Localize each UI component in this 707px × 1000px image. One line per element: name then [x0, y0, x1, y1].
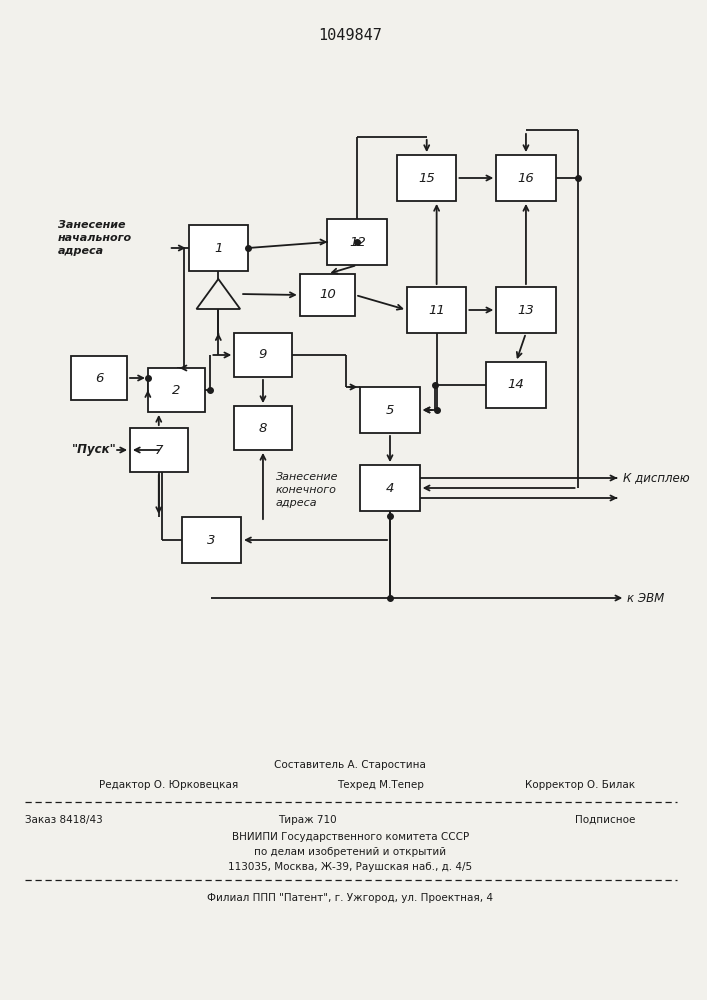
- Text: 113035, Москва, Ж-39, Раушская наб., д. 4/5: 113035, Москва, Ж-39, Раушская наб., д. …: [228, 862, 472, 872]
- Text: Техред М.Тепер: Техред М.Тепер: [337, 780, 424, 790]
- Bar: [148, 368, 206, 412]
- Text: 2: 2: [173, 383, 181, 396]
- Text: 1049847: 1049847: [318, 27, 382, 42]
- Text: Составитель А. Старостина: Составитель А. Старостина: [274, 760, 426, 770]
- Text: 10: 10: [319, 288, 336, 302]
- Bar: [496, 287, 556, 333]
- Text: 9: 9: [259, 349, 267, 361]
- Text: 7: 7: [155, 444, 163, 456]
- Bar: [486, 362, 546, 408]
- Bar: [300, 274, 355, 316]
- Text: Занесение
конечного
адреса: Занесение конечного адреса: [276, 472, 339, 508]
- Text: Корректор О. Билак: Корректор О. Билак: [525, 780, 635, 790]
- Bar: [130, 428, 187, 472]
- Text: 11: 11: [428, 304, 445, 316]
- Text: Занесение
начального
адреса: Занесение начального адреса: [57, 220, 132, 256]
- Text: К дисплею: К дисплею: [623, 472, 690, 485]
- Text: "Пуск": "Пуск": [71, 444, 116, 456]
- Text: 15: 15: [419, 172, 435, 184]
- Bar: [71, 356, 127, 400]
- Text: 13: 13: [518, 304, 534, 316]
- Text: к ЭВМ: к ЭВМ: [627, 591, 665, 604]
- Bar: [397, 155, 457, 201]
- Bar: [189, 225, 248, 271]
- Bar: [182, 517, 241, 563]
- Text: 16: 16: [518, 172, 534, 184]
- Text: Заказ 8418/43: Заказ 8418/43: [25, 815, 103, 825]
- Text: 4: 4: [386, 482, 395, 494]
- Bar: [361, 387, 420, 433]
- Bar: [327, 219, 387, 265]
- Bar: [234, 406, 292, 450]
- Text: Подписное: Подписное: [575, 815, 635, 825]
- Text: 8: 8: [259, 422, 267, 434]
- Text: 1: 1: [214, 241, 223, 254]
- Text: 6: 6: [95, 371, 103, 384]
- Text: Тираж 710: Тираж 710: [279, 815, 337, 825]
- Text: 14: 14: [508, 378, 525, 391]
- Text: Филиал ППП "Патент", г. Ужгород, ул. Проектная, 4: Филиал ППП "Патент", г. Ужгород, ул. Про…: [207, 893, 493, 903]
- Text: 3: 3: [207, 534, 216, 546]
- Text: 12: 12: [349, 235, 366, 248]
- Text: ВНИИПИ Государственного комитета СССР: ВНИИПИ Государственного комитета СССР: [232, 832, 469, 842]
- Bar: [496, 155, 556, 201]
- Text: по делам изобретений и открытий: по делам изобретений и открытий: [255, 847, 446, 857]
- Text: 5: 5: [386, 403, 395, 416]
- Bar: [361, 465, 420, 511]
- Bar: [407, 287, 467, 333]
- Text: Редактор О. Юрковецкая: Редактор О. Юрковецкая: [99, 780, 238, 790]
- Bar: [234, 333, 292, 377]
